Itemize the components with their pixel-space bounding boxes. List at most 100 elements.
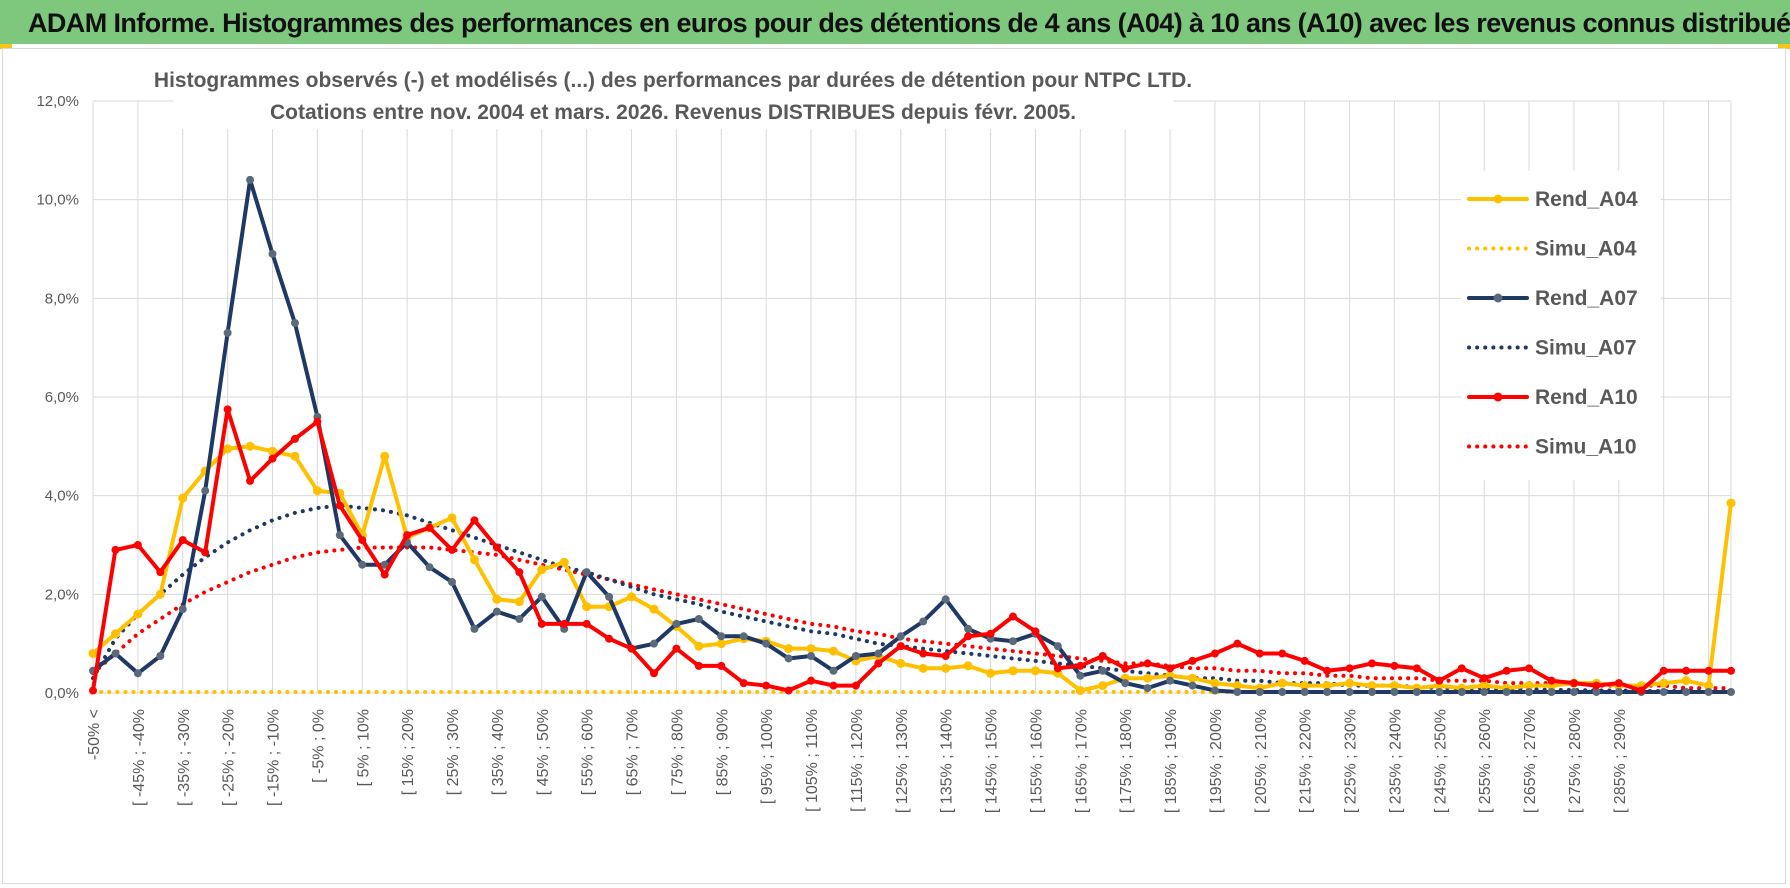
data-point: [133, 609, 143, 619]
x-tick-label: [ 275% ; 280%: [1567, 709, 1584, 813]
data-point: [155, 589, 165, 599]
data-point: [537, 565, 547, 575]
legend-item: Simu_A07: [1467, 337, 1637, 360]
data-point: [829, 666, 838, 675]
data-point: [515, 568, 524, 577]
legend-background: [1461, 171, 1661, 480]
legend-item: Rend_A04: [1467, 188, 1638, 211]
data-point: [425, 523, 434, 532]
data-point: [380, 560, 389, 569]
data-point: [1457, 688, 1466, 697]
data-point: [1210, 678, 1220, 688]
y-tick-label: 6,0%: [45, 389, 79, 406]
data-point: [492, 543, 501, 552]
data-point: [1681, 676, 1691, 686]
data-point: [1076, 661, 1085, 670]
data-point: [1121, 679, 1130, 688]
data-point: [358, 560, 367, 569]
data-point: [89, 686, 97, 695]
data-point: [919, 617, 928, 626]
data-point: [1277, 678, 1287, 688]
data-point: [963, 661, 973, 671]
data-point: [1367, 688, 1376, 697]
x-tick-label: [ 245% ; 250%: [1432, 709, 1449, 813]
data-point: [537, 592, 546, 601]
x-tick-label: [ 225% ; 230%: [1343, 709, 1360, 813]
chart-legend: Rend_A04 Simu_A04 Rend_A07 Simu_A07 Rend_A10…: [1461, 171, 1661, 480]
data-point: [246, 476, 255, 485]
data-point: [1232, 681, 1242, 691]
data-point: [672, 619, 681, 628]
data-point: [582, 602, 592, 612]
data-point: [941, 595, 950, 604]
legend-item: Simu_A10: [1467, 436, 1637, 459]
data-point: [492, 594, 502, 604]
data-point: [1255, 688, 1264, 697]
data-point: [1300, 656, 1309, 665]
data-point: [649, 639, 658, 648]
data-point: [605, 634, 614, 643]
data-point: [649, 669, 658, 678]
data-point: [1502, 666, 1511, 675]
x-tick-label: [ 185% ; 190%: [1163, 709, 1180, 813]
data-point: [1435, 676, 1444, 685]
x-tick-label: [ 5% ; 10%: [355, 709, 372, 786]
data-point: [447, 513, 457, 523]
data-point: [380, 570, 389, 579]
data-point: [1592, 681, 1601, 690]
data-point: [807, 676, 816, 685]
data-point: [1031, 627, 1040, 636]
series-line: [91, 444, 1733, 693]
data-point: [1726, 498, 1736, 508]
data-point: [807, 652, 816, 660]
data-point: [246, 175, 255, 184]
data-point: [1659, 678, 1669, 688]
legend-label: Simu_A10: [1535, 436, 1637, 459]
data-point: [627, 644, 636, 653]
data-point: [403, 531, 412, 540]
x-tick-label: [ 235% ; 240%: [1387, 709, 1404, 813]
chart-area: 0,0% 2,0% 4,0% 6,0% 8,0% 10,0% 12,0% -50% < [ -…: [2, 48, 1786, 884]
data-point: [1075, 686, 1085, 696]
data-point: [784, 654, 793, 663]
x-tick-label: -50% <: [86, 709, 103, 760]
data-point: [1300, 681, 1310, 691]
data-point: [1322, 681, 1332, 691]
data-point: [290, 451, 300, 461]
data-point: [874, 659, 883, 668]
series-simu-a07: [91, 503, 1733, 694]
data-point: [335, 531, 344, 540]
x-tick-label: [ 175% ; 180%: [1118, 709, 1135, 813]
data-point: [874, 649, 883, 658]
x-tick-label: [ 105% ; 110%: [804, 709, 821, 812]
data-point: [1210, 649, 1219, 658]
data-point: [806, 644, 816, 654]
data-point: [1030, 666, 1040, 676]
data-point: [268, 454, 277, 463]
data-point: [1323, 666, 1332, 675]
data-point: [133, 669, 142, 678]
data-point: [514, 597, 524, 607]
x-tick-label: [ 145% ; 150%: [984, 709, 1001, 813]
x-tick-label: [ 15% ; 20%: [400, 709, 417, 795]
data-point: [1435, 688, 1444, 697]
y-tick-label: 0,0%: [45, 685, 79, 702]
legend-label: Rend_A07: [1535, 287, 1638, 310]
data-point: [290, 434, 299, 443]
data-point: [784, 644, 794, 654]
x-tick-label: [ 35% ; 40%: [490, 709, 507, 795]
data-point: [1300, 688, 1309, 697]
data-point: [1525, 664, 1534, 673]
data-point: [896, 642, 905, 651]
data-point: [492, 607, 501, 616]
legend-item: Rend_A10: [1467, 386, 1638, 409]
data-point: [1480, 674, 1489, 683]
data-point: [1008, 666, 1018, 676]
data-point: [380, 451, 390, 461]
data-point: [268, 446, 278, 456]
data-point: [1188, 681, 1197, 690]
data-point: [1480, 688, 1489, 697]
data-point: [694, 615, 703, 623]
report-banner: ADAM Informe. Histogrammes des performan…: [0, 0, 1790, 46]
x-tick-label: [ 215% ; 220%: [1298, 709, 1315, 813]
